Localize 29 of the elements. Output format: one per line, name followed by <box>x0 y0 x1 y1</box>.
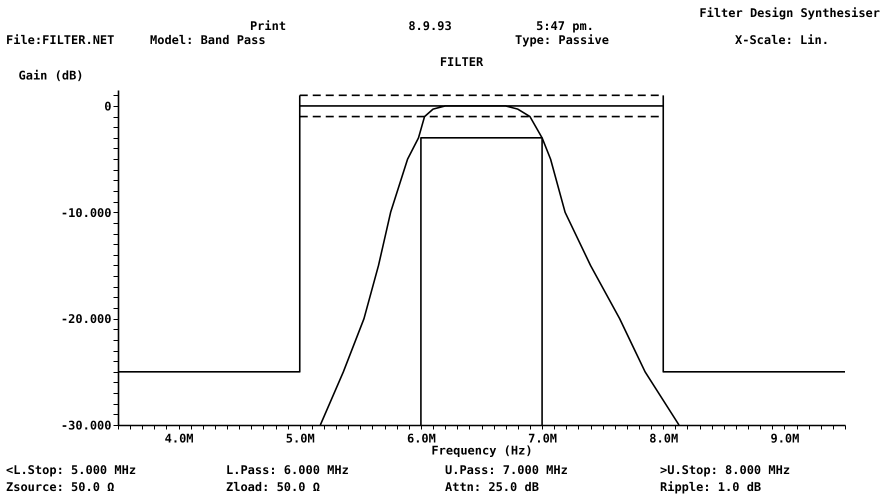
y-tick-label: -10.000 <box>60 206 112 220</box>
text: Filter Design Synthesiser <box>699 6 880 20</box>
text: Attn: 25.0 dB <box>445 480 539 494</box>
text: U.Pass: 7.000 MHz <box>445 463 568 477</box>
x-tick-label: 7.0M <box>528 432 558 446</box>
y-axis-title: Gain (dB) <box>18 68 84 82</box>
text: X-Scale: Lin. <box>735 33 829 47</box>
text: Zload: 50.0 Ω <box>226 480 320 494</box>
y-tick-label: -30.000 <box>60 418 112 432</box>
text: File:FILTER.NET <box>6 33 114 47</box>
x-axis-title: Frequency (Hz) <box>431 444 533 458</box>
x-tick-label: 4.0M <box>164 432 194 446</box>
text: Model: Band Pass <box>150 33 266 47</box>
text: Ripple: 1.0 dB <box>660 480 762 494</box>
y-tick-label: -20.000 <box>60 312 112 326</box>
text: L.Pass: 6.000 MHz <box>226 463 349 477</box>
x-tick-label: 9.0M <box>770 432 800 446</box>
x-tick-label: 6.0M <box>406 432 436 446</box>
text: Print <box>250 19 286 33</box>
text: >U.Stop: 8.000 MHz <box>660 463 790 477</box>
x-tick-label: 5.0M <box>286 432 315 446</box>
text: <L.Stop: 5.000 MHz <box>6 463 136 477</box>
x-tick-label: 8.0M <box>649 432 678 446</box>
y-tick-label: 0 <box>104 99 112 114</box>
text: 8.9.93 <box>408 19 452 33</box>
text: Zsource: 50.0 Ω <box>6 480 114 494</box>
chart-title: FILTER <box>440 55 484 69</box>
text: Type: Passive <box>515 33 609 47</box>
text: 5:47 pm. <box>536 19 594 33</box>
